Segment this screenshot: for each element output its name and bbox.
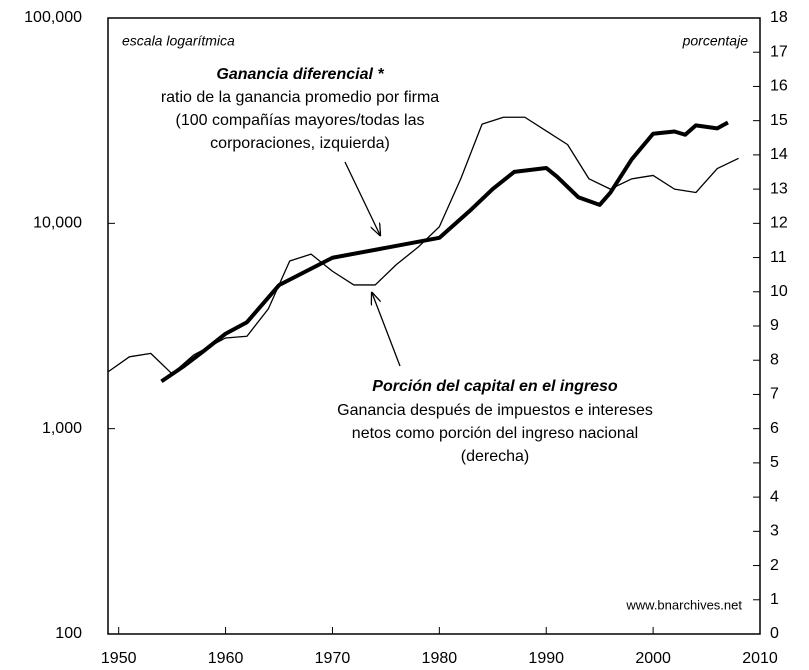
line <box>107 116 739 375</box>
x-tick-label: 1960 <box>208 650 244 667</box>
annotation-line: (100 compañías mayores/todas las <box>175 112 424 129</box>
y2-tick-label: 14 <box>770 146 788 163</box>
annotation-line: Ganancia después de impuestos e interese… <box>337 402 653 419</box>
y2-tick-label: 16 <box>770 78 788 95</box>
y2-tick-label: 4 <box>770 488 779 505</box>
y-tick-label: 1,000 <box>42 420 82 437</box>
y2-tick-label: 2 <box>770 557 779 574</box>
line <box>160 120 729 384</box>
source: www.bnarchives.net <box>625 597 742 612</box>
right-note: porcentaje <box>682 33 749 49</box>
y2-tick-label: 0 <box>770 625 779 642</box>
y2-tick-label: 13 <box>770 180 788 197</box>
x-tick-label: 1970 <box>315 650 351 667</box>
y2-tick-label: 11 <box>770 249 787 266</box>
y-tick-label: 10,000 <box>33 215 82 232</box>
x-tick-label: 1950 <box>101 650 137 667</box>
y2-tick-label: 6 <box>770 420 779 437</box>
x-tick-label: 2010 <box>742 650 778 667</box>
annotation-line: netos como porción del ingreso nacional <box>352 425 638 442</box>
arrow <box>372 293 401 367</box>
y2-tick-label: 10 <box>770 283 788 300</box>
y2-tick-label: 9 <box>770 317 779 334</box>
y2-tick-label: 7 <box>770 386 779 403</box>
y2-tick-label: 12 <box>770 215 788 232</box>
left-note: escala logarítmica <box>122 33 235 49</box>
y2-tick-label: 5 <box>770 454 779 471</box>
arrow <box>344 161 380 235</box>
x-tick-label: 2000 <box>635 650 671 667</box>
y2-tick-label: 8 <box>770 351 779 368</box>
y-tick-label: 100 <box>55 625 82 642</box>
x-tick-label: 1990 <box>528 650 564 667</box>
plot-frame <box>107 17 761 635</box>
annotation-title: Porción del capital en el ingreso <box>372 378 618 395</box>
x-tick-label: 1980 <box>422 650 458 667</box>
annotation-line: (derecha) <box>461 448 529 465</box>
annotation-line: corporaciones, izquierda) <box>210 135 390 152</box>
annotation-title: Ganancia diferencial * <box>216 66 384 83</box>
y2-tick-label: 18 <box>770 9 788 26</box>
y2-tick-label: 3 <box>770 523 779 540</box>
y-tick-label: 100,000 <box>24 9 82 26</box>
y2-tick-label: 15 <box>770 112 788 129</box>
y2-tick-label: 17 <box>770 43 788 60</box>
y2-tick-label: 1 <box>770 591 779 608</box>
annotation-line: ratio de la ganancia promedio por firma <box>161 89 439 106</box>
